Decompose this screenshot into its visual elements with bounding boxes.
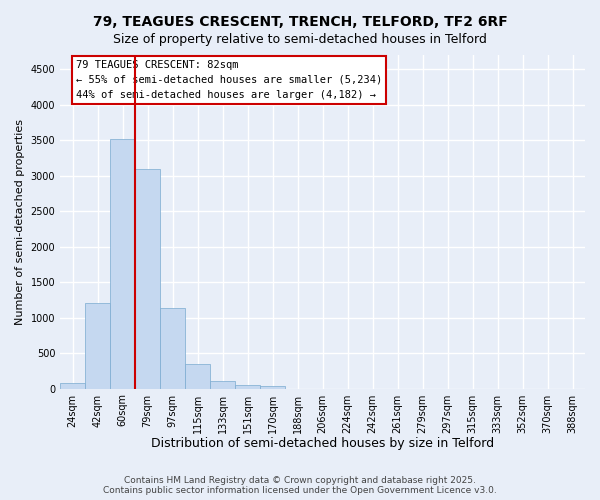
Text: 79 TEAGUES CRESCENT: 82sqm
← 55% of semi-detached houses are smaller (5,234)
44%: 79 TEAGUES CRESCENT: 82sqm ← 55% of semi…	[76, 60, 382, 100]
Bar	[60, 383, 85, 388]
Bar	[210, 382, 235, 388]
Text: 79, TEAGUES CRESCENT, TRENCH, TELFORD, TF2 6RF: 79, TEAGUES CRESCENT, TRENCH, TELFORD, T…	[92, 15, 508, 29]
Bar	[185, 364, 210, 388]
Bar	[235, 385, 260, 388]
Text: Contains HM Land Registry data © Crown copyright and database right 2025.
Contai: Contains HM Land Registry data © Crown c…	[103, 476, 497, 495]
Bar	[160, 308, 185, 388]
Bar	[260, 386, 285, 388]
X-axis label: Distribution of semi-detached houses by size in Telford: Distribution of semi-detached houses by …	[151, 437, 494, 450]
Bar	[85, 304, 110, 388]
Bar	[135, 168, 160, 388]
Y-axis label: Number of semi-detached properties: Number of semi-detached properties	[15, 119, 25, 325]
Text: Size of property relative to semi-detached houses in Telford: Size of property relative to semi-detach…	[113, 32, 487, 46]
Bar	[110, 139, 135, 388]
